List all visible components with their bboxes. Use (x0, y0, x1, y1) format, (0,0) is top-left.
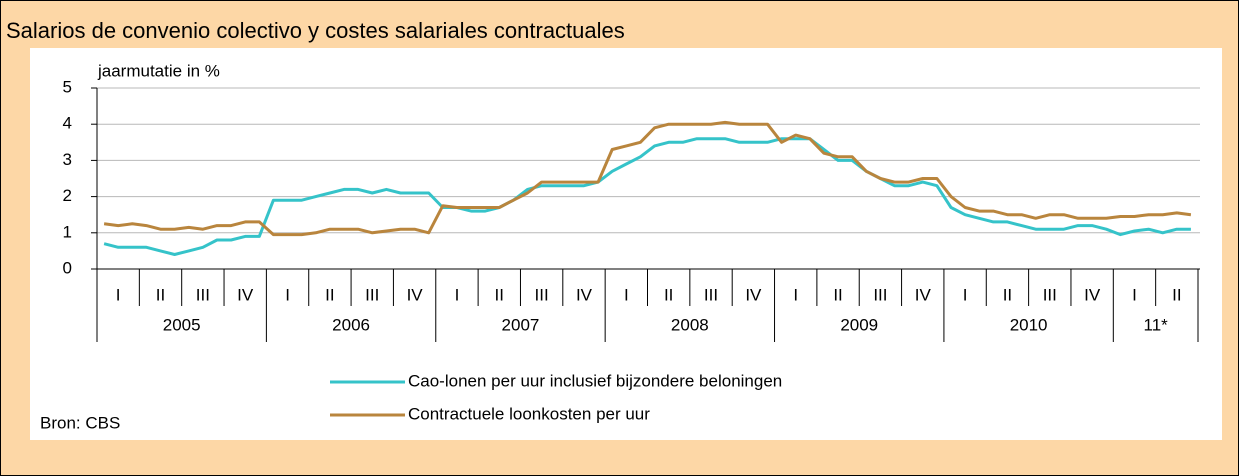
quarter-label: IV (1084, 285, 1101, 304)
y-tick-label: 3 (63, 150, 72, 169)
quarter-label: III (873, 285, 887, 304)
quarter-label: I (963, 285, 968, 304)
legend-label: Cao-lonen per uur inclusief bijzondere b… (408, 371, 782, 390)
quarter-label: II (833, 285, 842, 304)
quarter-label: I (285, 285, 290, 304)
year-label: 11* (1144, 315, 1169, 334)
quarter-label: II (495, 285, 504, 304)
quarter-label: III (1043, 285, 1057, 304)
y-tick-label: 0 (63, 258, 72, 277)
y-tick-label: 2 (63, 186, 72, 205)
quarter-label: II (156, 285, 165, 304)
quarter-label: II (664, 285, 673, 304)
quarter-label: III (196, 285, 210, 304)
quarter-label: IV (237, 285, 254, 304)
quarter-label: I (793, 285, 798, 304)
quarter-label: III (704, 285, 718, 304)
quarter-label: IV (745, 285, 762, 304)
quarter-label: II (1003, 285, 1012, 304)
y-tick-label: 5 (63, 77, 72, 96)
year-label: 2008 (671, 315, 709, 334)
year-label: 2005 (163, 315, 201, 334)
chart-title: Salarios de convenio colectivo y costes … (6, 18, 625, 43)
quarter-label: II (1172, 285, 1181, 304)
quarter-label: III (535, 285, 549, 304)
legend-label: Contractuele loonkosten per uur (408, 404, 650, 423)
year-label: 2007 (502, 315, 540, 334)
quarter-label: I (455, 285, 460, 304)
quarter-label: II (325, 285, 334, 304)
quarter-label: IV (407, 285, 424, 304)
year-label: 2010 (1010, 315, 1048, 334)
panel (30, 48, 1222, 440)
quarter-label: I (1132, 285, 1137, 304)
quarter-label: III (365, 285, 379, 304)
quarter-label: I (116, 285, 121, 304)
quarter-label: IV (576, 285, 593, 304)
y-axis-label: jaarmutatie in % (97, 61, 220, 80)
series-line (103, 120, 1192, 237)
y-tick-label: 4 (63, 114, 72, 133)
year-label: 2006 (332, 315, 370, 334)
quarter-label: I (624, 285, 629, 304)
y-tick-label: 1 (63, 222, 72, 241)
series-line (103, 137, 1191, 256)
quarter-label: IV (915, 285, 932, 304)
source: Bron: CBS (40, 413, 120, 432)
year-label: 2009 (840, 315, 878, 334)
